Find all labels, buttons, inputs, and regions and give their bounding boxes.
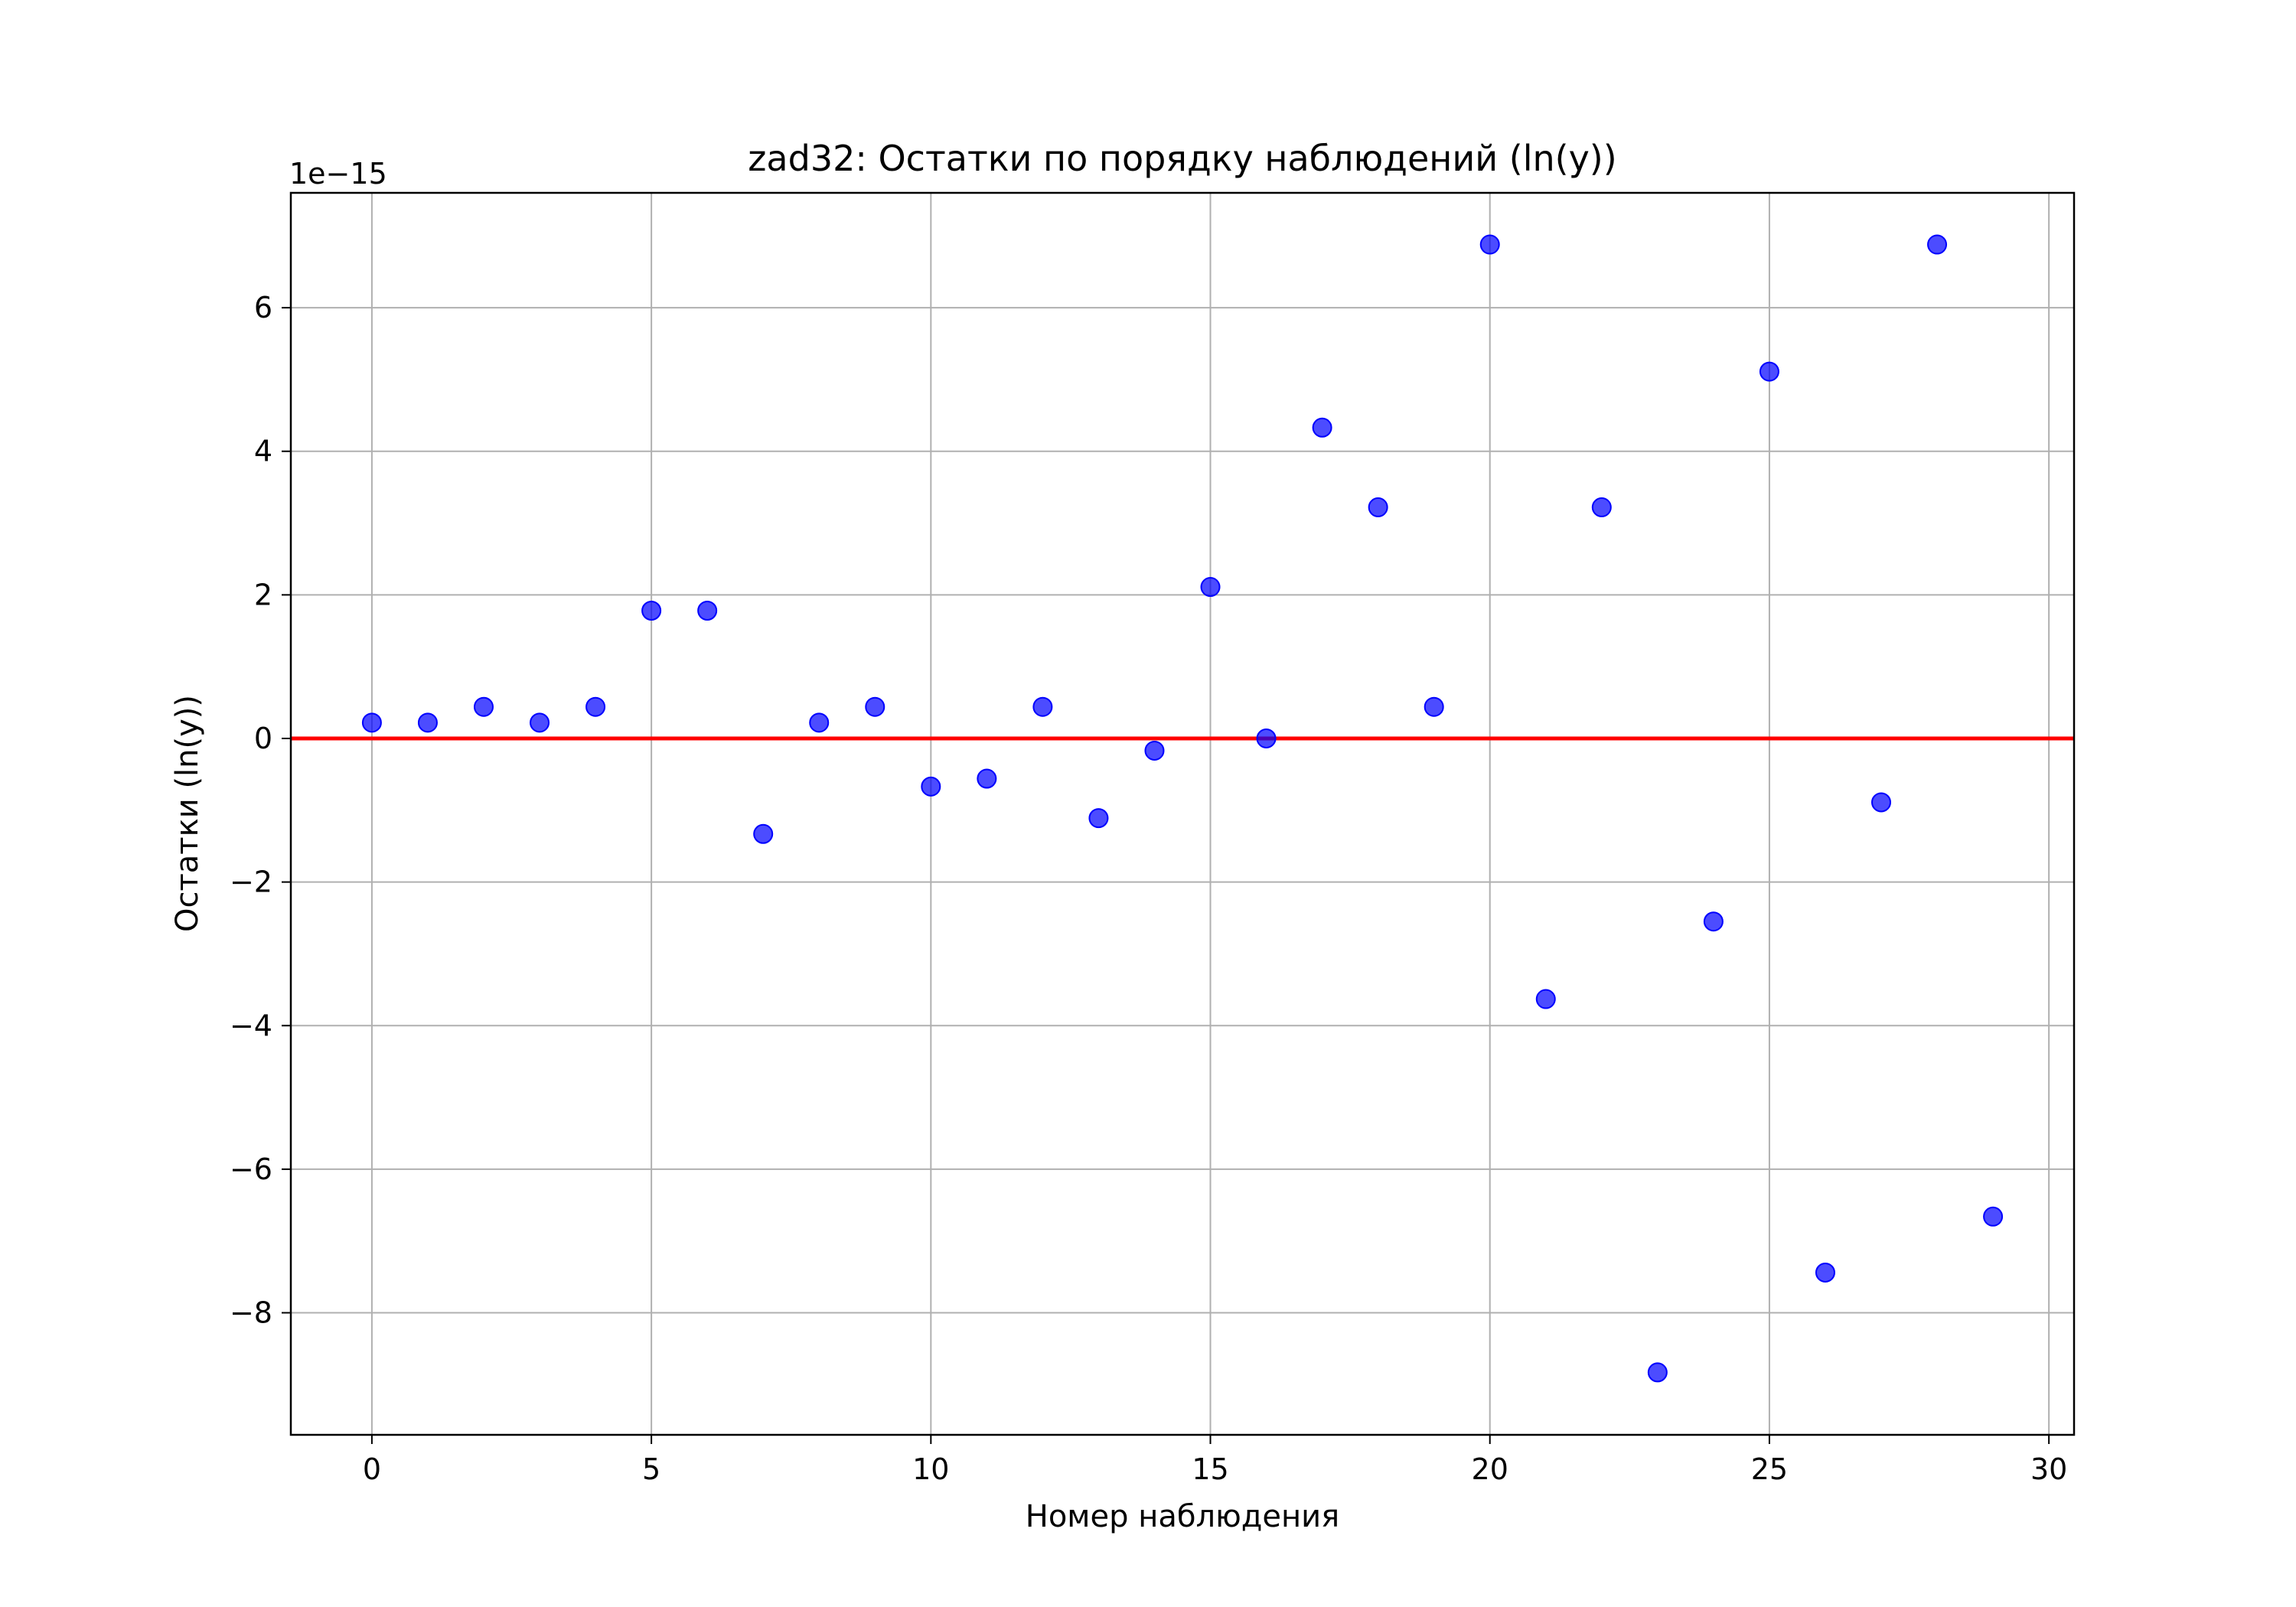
data-point — [1759, 361, 1779, 382]
data-point — [921, 776, 941, 797]
data-point — [809, 712, 830, 733]
data-point — [1424, 696, 1444, 717]
y-tick-label: 2 — [254, 578, 272, 611]
data-point — [417, 712, 438, 733]
data-point — [1591, 497, 1612, 517]
y-offset-label: 1e−15 — [289, 157, 387, 191]
data-point — [1088, 808, 1109, 829]
x-tick-label: 30 — [2030, 1452, 2067, 1486]
plot-frame — [289, 191, 2076, 1436]
data-point — [641, 601, 662, 621]
data-point — [530, 712, 550, 733]
data-point — [753, 823, 774, 844]
y-tick-label: −6 — [230, 1152, 272, 1186]
data-point — [1368, 497, 1388, 517]
data-point — [1815, 1262, 1835, 1283]
data-point — [1032, 696, 1053, 717]
data-point — [697, 601, 718, 621]
x-tick-label: 20 — [1472, 1452, 1508, 1486]
data-point — [473, 696, 494, 717]
data-point — [1647, 1362, 1668, 1383]
y-tick-label: 0 — [254, 722, 272, 755]
x-axis-label: Номер наблюдения — [1026, 1499, 1340, 1534]
y-tick-label: −2 — [230, 865, 272, 899]
data-point — [1479, 234, 1500, 255]
y-tick-label: 4 — [254, 435, 272, 468]
data-point — [1256, 728, 1277, 748]
data-point — [1312, 417, 1332, 438]
data-point — [977, 768, 997, 789]
data-point — [1927, 234, 1948, 255]
x-tick-label: 15 — [1192, 1452, 1228, 1486]
data-point — [361, 712, 382, 733]
axis-ticks: 0 5 10 15 20 25 30 −8 −6 −4 −2 0 2 4 6 — [230, 291, 2067, 1486]
y-axis-label: Остатки (ln(y)) — [170, 695, 205, 932]
data-point — [1983, 1206, 2004, 1227]
y-tick-label: −4 — [230, 1009, 272, 1042]
data-point — [1703, 911, 1724, 932]
x-tick-label: 10 — [912, 1452, 949, 1486]
data-point — [585, 696, 606, 717]
data-point — [1200, 577, 1221, 598]
y-tick-label: −8 — [230, 1296, 272, 1330]
x-tick-label: 25 — [1751, 1452, 1788, 1486]
data-point — [1144, 740, 1165, 761]
x-tick-label: 5 — [642, 1452, 660, 1486]
chart-title: zad32: Остатки по порядку наблюдений (ln… — [748, 138, 1616, 179]
x-tick-label: 0 — [363, 1452, 381, 1486]
data-point — [865, 696, 885, 717]
y-tick-label: 6 — [254, 291, 272, 324]
data-point — [1871, 792, 1892, 813]
data-point — [1535, 989, 1556, 1009]
data-points — [361, 234, 2004, 1383]
